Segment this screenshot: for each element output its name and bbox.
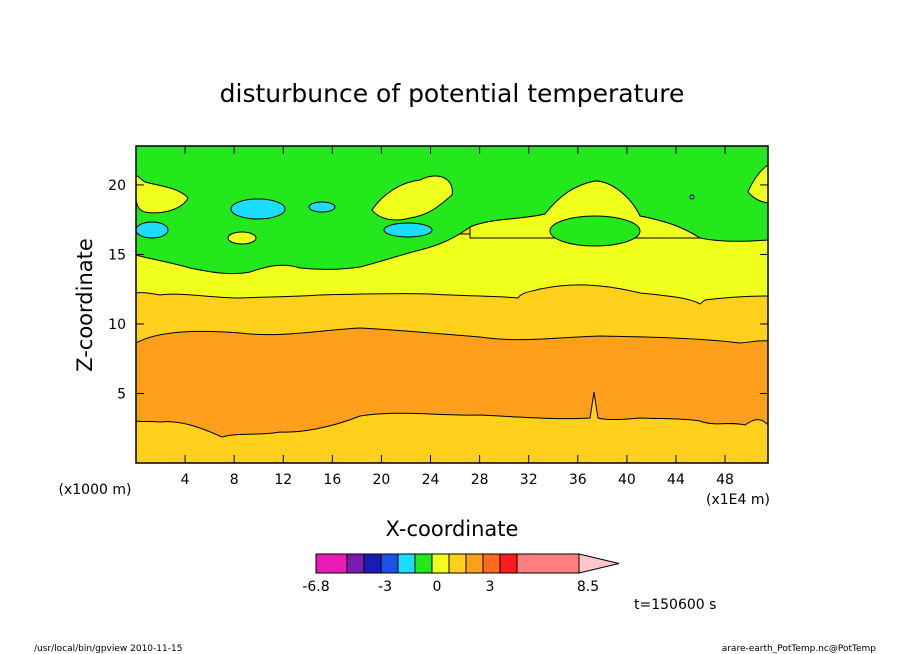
colorbar-swatch (346, 553, 365, 574)
y-axis-title: Z-coordinate (73, 238, 97, 372)
colorbar-swatch (315, 553, 348, 574)
x-tick-label: 12 (274, 472, 292, 488)
cyan-blob-3 (383, 222, 433, 238)
y-unit-label: (x1000 m) (59, 482, 132, 498)
yellow-hump (469, 180, 702, 239)
colorbar-swatch (380, 553, 399, 574)
y-tick-label: 10 (108, 317, 126, 333)
yellow-blob-left (135, 173, 189, 214)
colorbar (315, 553, 620, 574)
plot-frame (135, 145, 769, 464)
colorbar-swatch (482, 553, 501, 574)
colorbar-tick-label: -3 (378, 579, 392, 595)
colorbar-swatch (465, 553, 484, 574)
colorbar-swatch (499, 553, 518, 574)
colorbar-swatch (448, 553, 467, 574)
x-tick-label: 20 (373, 472, 391, 488)
x-tick-label: 8 (230, 472, 239, 488)
chart-title: disturbunce of potential temperature (220, 79, 685, 108)
colorbar-swatch (363, 553, 382, 574)
y-tick-label: 5 (117, 386, 126, 402)
green-island (549, 215, 641, 247)
x-tick-label: 40 (618, 472, 636, 488)
yellow-blob-center (371, 175, 453, 221)
cyan-blob-4 (135, 221, 169, 239)
yellow-blob-right (747, 164, 769, 204)
colorbar-tick-label: 3 (486, 579, 495, 595)
colorbar-swatch (397, 553, 416, 574)
y-tick-label: 20 (108, 178, 126, 194)
colorbar-swatch (431, 553, 450, 574)
colorbar-tick-label: 0 (433, 579, 442, 595)
x-tick-label: 16 (323, 472, 341, 488)
colorbar-tick-labels: -6.8 -3 0 3 8.5 (302, 579, 599, 595)
y-tick-label: 15 (108, 247, 126, 263)
x-tick-label: 32 (520, 472, 538, 488)
colorbar-extend-arrow (578, 553, 620, 574)
colorbar-swatch (516, 553, 580, 574)
x-unit-label: (x1E4 m) (706, 492, 770, 508)
plot-area (135, 145, 769, 464)
y-axis: 5 10 15 20 (108, 178, 768, 402)
x-tick-label: 36 (569, 472, 587, 488)
cyan-blob-1 (230, 198, 286, 220)
x-tick-label: 28 (471, 472, 489, 488)
cyan-dot (689, 194, 695, 200)
x-tick-label: 48 (716, 472, 734, 488)
x-axis: 4 8 12 16 20 24 28 32 36 40 44 48 (181, 146, 734, 488)
x-tick-label: 4 (181, 472, 190, 488)
yellow-blob-small (227, 231, 257, 245)
colorbar-tick-label: -6.8 (302, 579, 329, 595)
footer-right: arare-earth_PotTemp.nc@PotTemp (722, 644, 877, 654)
band-orange (135, 327, 769, 438)
x-axis-title: X-coordinate (386, 517, 519, 541)
time-annotation: t=150600 s (634, 597, 716, 613)
colorbar-tick-label: 8.5 (577, 579, 599, 595)
colorbar-swatch (414, 553, 433, 574)
footer-left: /usr/local/bin/gpview 2010-11-15 (34, 644, 182, 654)
x-tick-label: 44 (667, 472, 685, 488)
cyan-blob-2 (308, 201, 336, 213)
x-tick-label: 24 (422, 472, 440, 488)
